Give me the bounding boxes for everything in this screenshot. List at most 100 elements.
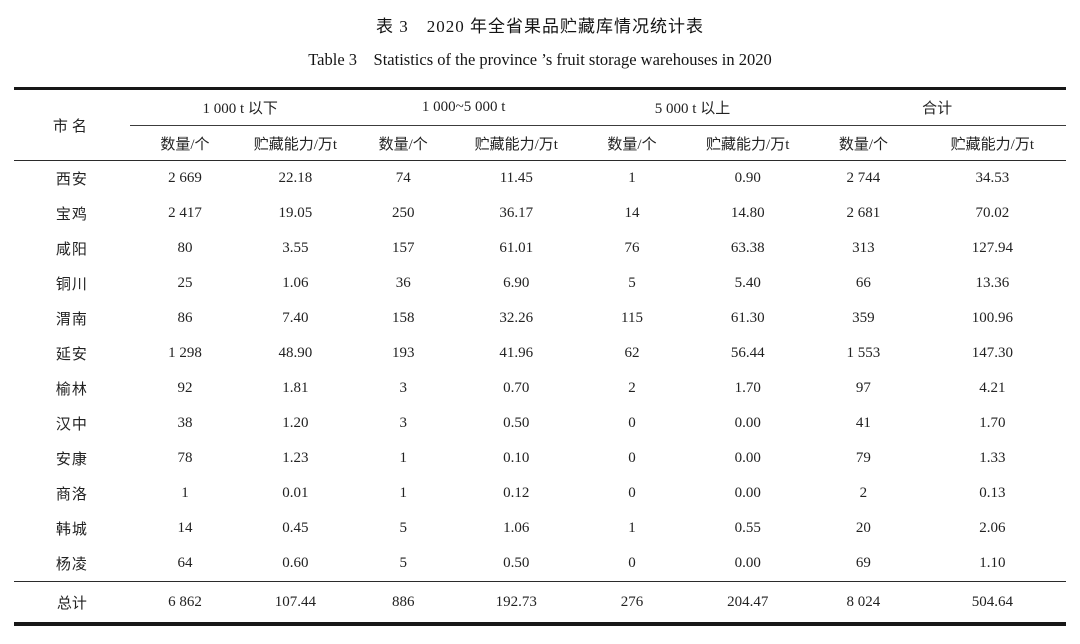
value-cell: 5 xyxy=(399,520,407,536)
value-cell: 0 xyxy=(628,485,636,501)
value-cell: 0 xyxy=(628,450,636,466)
value-cell: 1 xyxy=(399,450,407,466)
city-cell: 安康 xyxy=(55,452,88,468)
value-cell: 1.70 xyxy=(734,380,761,396)
total-label-cell: 总计 xyxy=(14,581,130,624)
value-cell: 69 xyxy=(855,555,871,571)
value-cell: 14 xyxy=(177,520,193,536)
value-cell: 1 xyxy=(181,485,189,501)
value-cell: 70.02 xyxy=(975,205,1010,221)
value-cell: 147.30 xyxy=(971,345,1013,361)
value-cell: 1.81 xyxy=(282,380,309,396)
value-cell: 13.36 xyxy=(975,275,1010,291)
value-cell: 1.70 xyxy=(979,415,1006,431)
table-row: 铜川 25 1.06 36 6.90 5 5.40 66 13.36 xyxy=(14,266,1066,301)
value-cell: 1 553 xyxy=(846,345,881,361)
subheader-count: 数量/个 xyxy=(576,125,688,161)
table-row: 商洛 1 0.01 1 0.12 0 0.00 2 0.13 xyxy=(14,476,1066,511)
value-cell: 56.44 xyxy=(730,345,765,361)
group-header-1000-5000t: 1 000~5 000 t xyxy=(350,88,577,126)
value-cell: 0 xyxy=(628,415,636,431)
value-cell: 8 024 xyxy=(808,581,919,624)
value-cell: 1 298 xyxy=(168,345,202,361)
city-cell: 韩城 xyxy=(55,522,88,538)
subheader-count: 数量/个 xyxy=(808,125,919,161)
value-cell: 193 xyxy=(391,345,415,361)
city-cell: 延安 xyxy=(55,347,88,363)
city-cell: 榆林 xyxy=(55,382,88,398)
value-cell: 0.70 xyxy=(503,380,530,396)
value-cell: 1.06 xyxy=(282,275,309,291)
value-cell: 61.01 xyxy=(499,240,534,256)
value-cell: 2 744 xyxy=(846,170,881,186)
sub-header-row: 数量/个 贮藏能力/万t 数量/个 贮藏能力/万t 数量/个 贮藏能力/万t 数… xyxy=(14,125,1066,161)
value-cell: 7.40 xyxy=(282,310,309,326)
fruit-storage-table: 市名 1 000 t 以下 1 000~5 000 t 5 000 t 以上 合… xyxy=(14,87,1066,626)
total-row: 总计 6 862 107.44 886 192.73 276 204.47 8 … xyxy=(14,581,1066,624)
table-row: 渭南 86 7.40 158 32.26 115 61.30 359 100.96 xyxy=(14,301,1066,336)
value-cell: 1.20 xyxy=(282,415,309,431)
city-cell: 咸阳 xyxy=(55,242,88,258)
value-cell: 19.05 xyxy=(278,205,313,221)
value-cell: 886 xyxy=(350,581,456,624)
value-cell: 276 xyxy=(576,581,688,624)
value-cell: 0.45 xyxy=(282,520,309,536)
value-cell: 204.47 xyxy=(687,581,809,624)
value-cell: 504.64 xyxy=(918,581,1066,624)
subheader-capacity: 贮藏能力/万t xyxy=(455,125,577,161)
city-cell: 西安 xyxy=(55,172,88,188)
value-cell: 1.23 xyxy=(282,450,309,466)
value-cell: 0.10 xyxy=(503,450,530,466)
value-cell: 1 xyxy=(628,170,636,186)
value-cell: 25 xyxy=(177,275,193,291)
value-cell: 0 xyxy=(628,555,636,571)
value-cell: 6 862 xyxy=(129,581,241,624)
value-cell: 107.44 xyxy=(240,581,351,624)
value-cell: 11.45 xyxy=(499,170,533,186)
value-cell: 0.90 xyxy=(734,170,761,186)
group-header-total: 合计 xyxy=(808,88,1066,126)
value-cell: 0.00 xyxy=(734,450,761,466)
value-cell: 0.12 xyxy=(503,485,530,501)
table-row: 延安 1 298 48.90 193 41.96 62 56.44 1 553 147.30 xyxy=(14,336,1066,371)
value-cell: 22.18 xyxy=(278,170,313,186)
subheader-capacity: 贮藏能力/万t xyxy=(918,125,1066,161)
value-cell: 1.06 xyxy=(503,520,530,536)
page: 表 3 2020 年全省果品贮藏库情况统计表 Table 3 Statistic… xyxy=(14,17,1066,626)
value-cell: 1.10 xyxy=(979,555,1006,571)
subheader-capacity: 贮藏能力/万t xyxy=(687,125,809,161)
group-header-below-1000t: 1 000 t 以下 xyxy=(129,88,351,126)
value-cell: 38 xyxy=(177,415,193,431)
value-cell: 41.96 xyxy=(499,345,534,361)
value-cell: 66 xyxy=(855,275,871,291)
value-cell: 36 xyxy=(395,275,411,291)
value-cell: 0.13 xyxy=(979,485,1006,501)
value-cell: 14 xyxy=(624,205,640,221)
value-cell: 2 xyxy=(628,380,636,396)
value-cell: 192.73 xyxy=(455,581,577,624)
value-cell: 32.26 xyxy=(499,310,534,326)
value-cell: 6.90 xyxy=(503,275,530,291)
value-cell: 1.33 xyxy=(979,450,1006,466)
table-row: 宝鸡 2 417 19.05 250 36.17 14 14.80 2 681 70.02 xyxy=(14,196,1066,231)
table-row: 榆林 92 1.81 3 0.70 2 1.70 97 4.21 xyxy=(14,371,1066,406)
table-title-en: Table 3 Statistics of the province ’s fr… xyxy=(308,50,772,69)
value-cell: 1 xyxy=(628,520,636,536)
value-cell: 3 xyxy=(399,415,407,431)
value-cell: 0.50 xyxy=(503,415,530,431)
value-cell: 158 xyxy=(391,310,415,326)
table-title-zh: 表 3 2020 年全省果品贮藏库情况统计表 xyxy=(376,17,704,36)
value-cell: 359 xyxy=(852,310,875,326)
city-cell: 渭南 xyxy=(55,312,88,328)
value-cell: 2 681 xyxy=(846,205,881,221)
value-cell: 0.55 xyxy=(734,520,761,536)
value-cell: 4.21 xyxy=(979,380,1006,396)
city-cell: 商洛 xyxy=(55,487,88,503)
value-cell: 34.53 xyxy=(975,170,1010,186)
table-row: 杨凌 64 0.60 5 0.50 0 0.00 69 1.10 xyxy=(14,546,1066,582)
value-cell: 0.50 xyxy=(503,555,530,571)
value-cell: 2 669 xyxy=(168,170,202,186)
value-cell: 64 xyxy=(177,555,193,571)
value-cell: 115 xyxy=(621,310,643,326)
value-cell: 48.90 xyxy=(278,345,313,361)
